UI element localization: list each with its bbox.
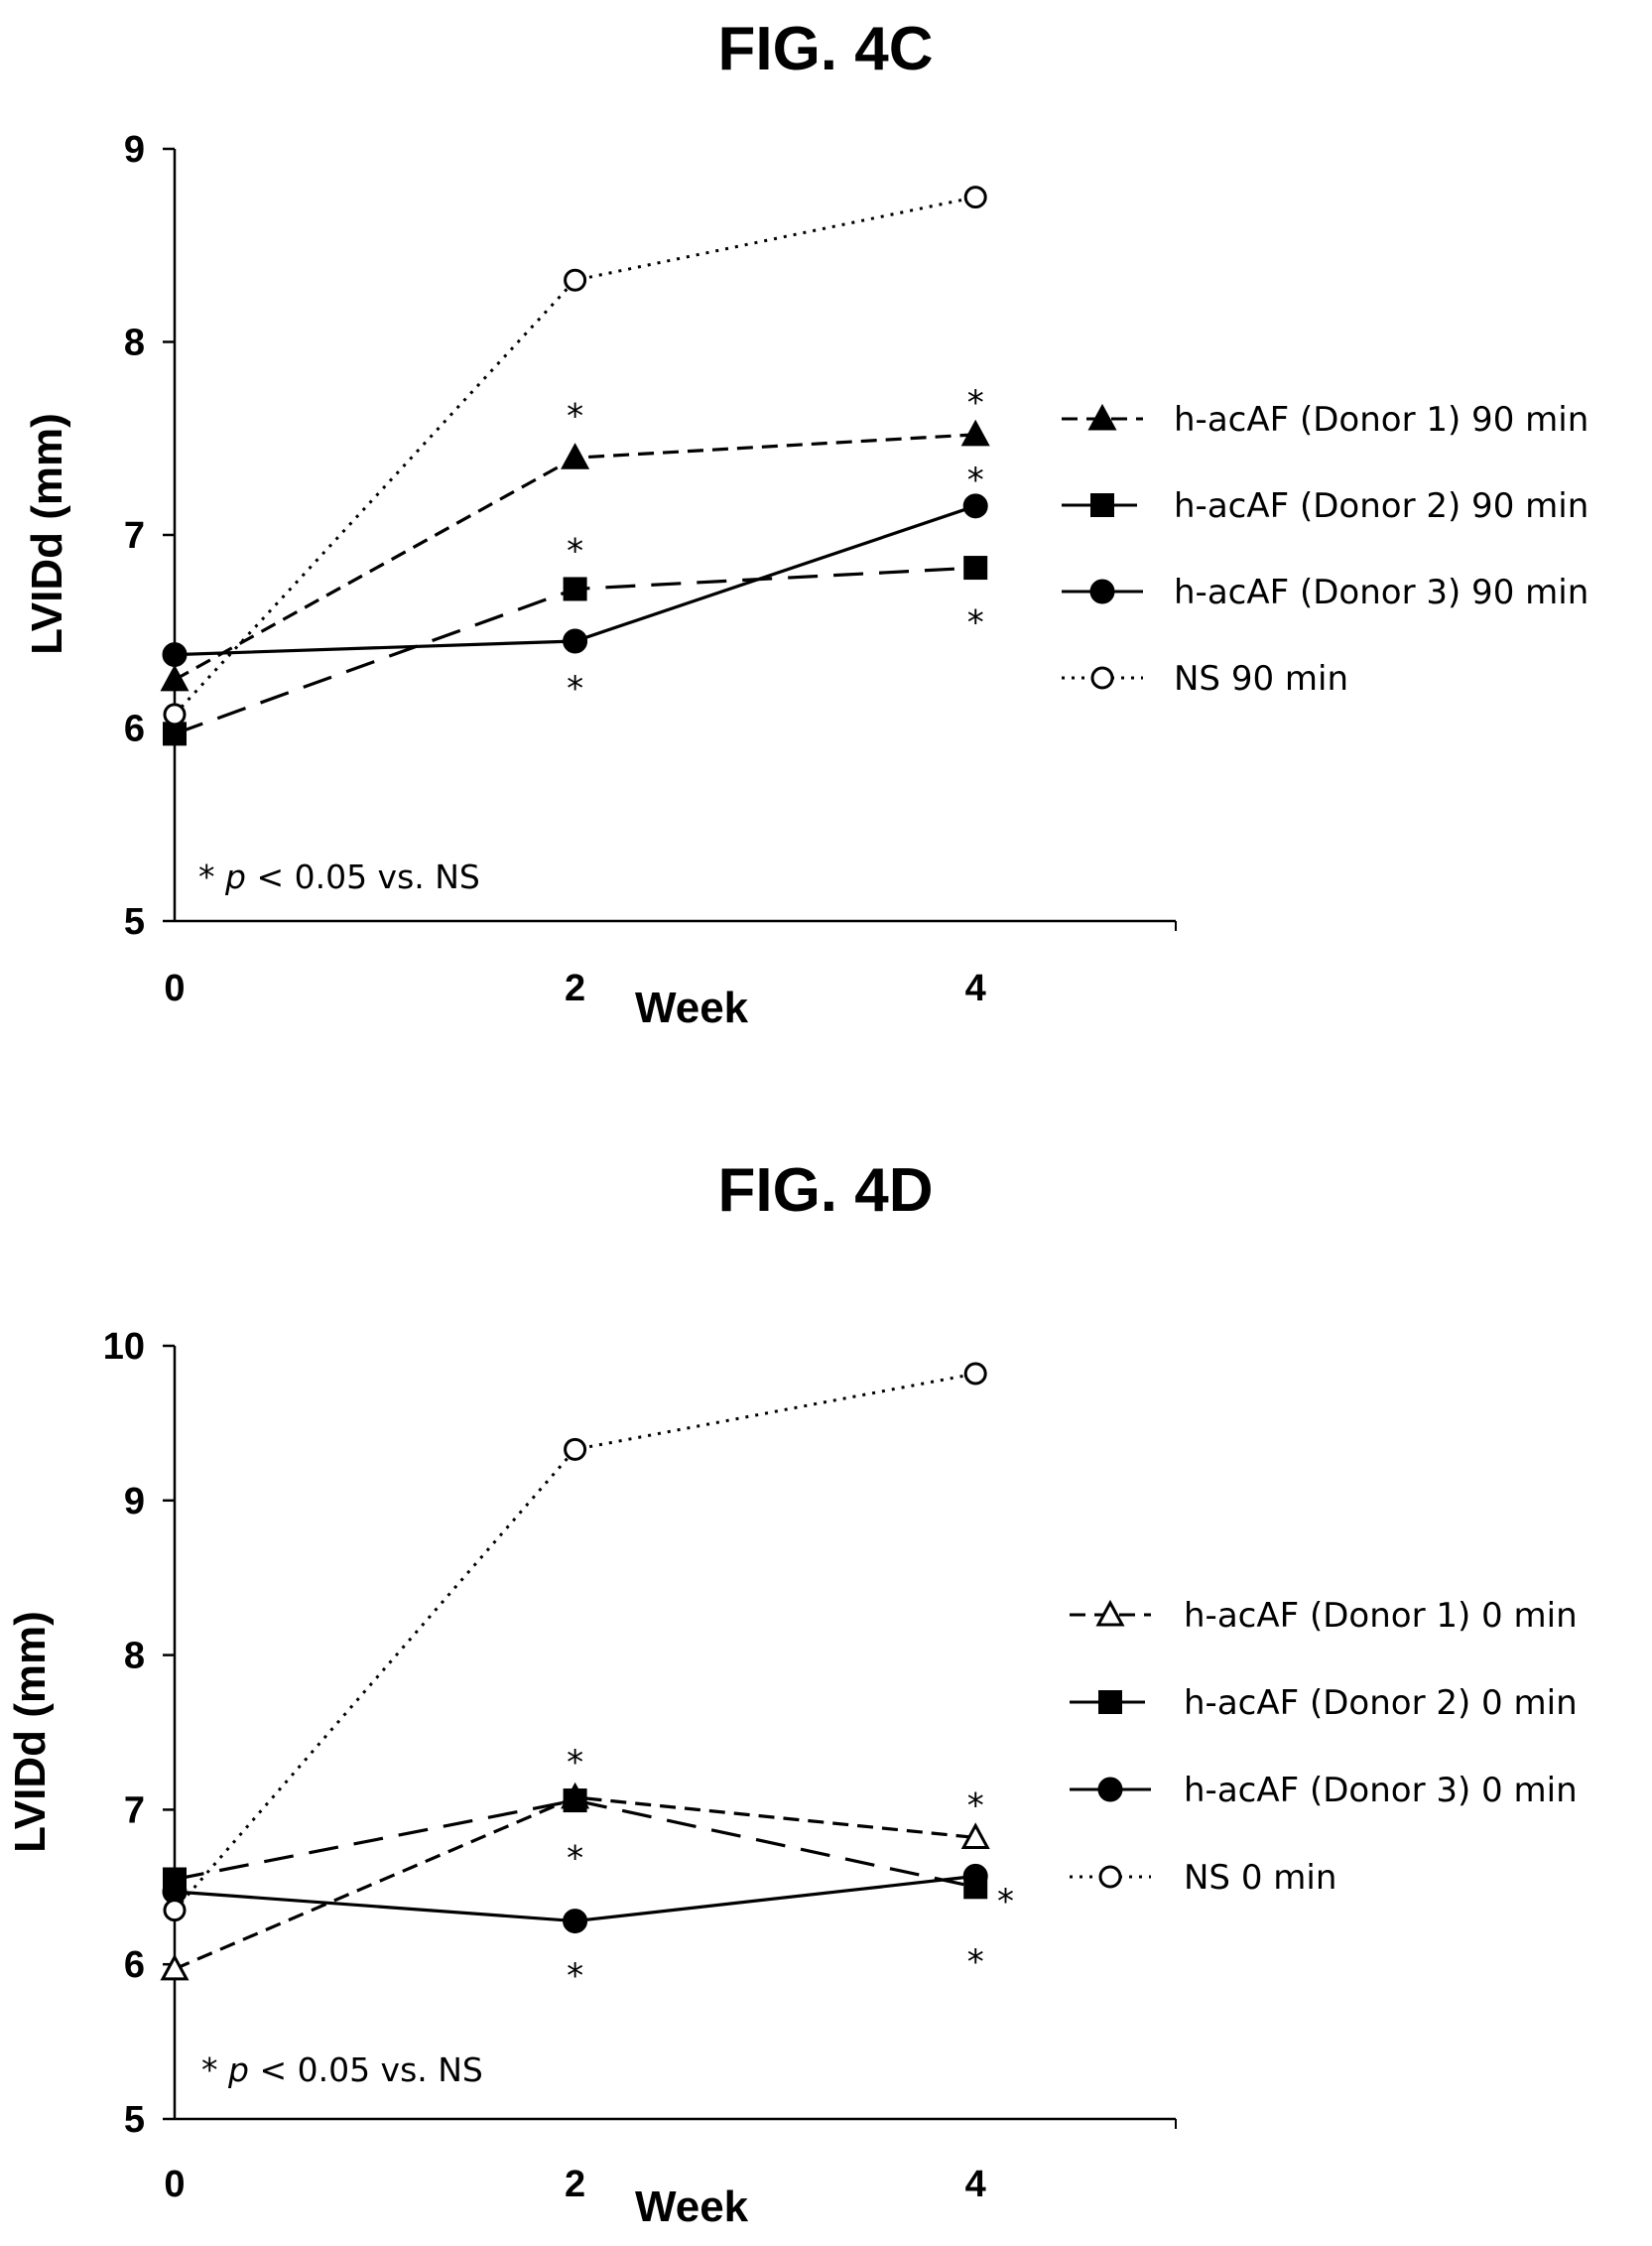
significance-star: * [997, 1882, 1014, 1921]
significance-star: * [967, 383, 984, 423]
legend-marker [1095, 1599, 1125, 1627]
data-point-h-acaf-donor-3-0-min [962, 1863, 988, 1889]
data-point-h-acaf-donor-3-90-min [162, 642, 188, 668]
note-suffix: < 0.05 vs. NS [249, 2050, 483, 2089]
data-point-h-acaf-donor-2-90-min [563, 577, 587, 601]
x-tick-label: 0 [164, 2164, 185, 2205]
y-tick-label: 8 [124, 323, 145, 364]
legend-marker [1087, 403, 1117, 431]
x-tick-label: 2 [565, 2164, 585, 2205]
data-point-h-acaf-donor-1-0-min [960, 1822, 990, 1849]
legend-entry-h-acaf-donor-1-90-min: h-acAF (Donor 1) 90 min [1062, 400, 1588, 440]
data-point-h-acaf-donor-1-0-min [160, 1953, 190, 1981]
x-tick-label: 2 [565, 968, 585, 1009]
significance-star: * [967, 603, 984, 643]
data-point-h-acaf-donor-2-90-min [963, 556, 988, 581]
series-line-h-acaf-donor-1-0-min [174, 1795, 976, 1971]
legend-label: h-acAF (Donor 1) 90 min [1174, 400, 1588, 440]
y-axis-label: LVIDd (mm) [23, 413, 71, 655]
chart-fig-4d: FIG. 4D 5 6 7 8 9 10 0 2 4 Week LVIDd (mm) * * * * * * h-a… [6, 1156, 1578, 2231]
significance-star: * [567, 1838, 583, 1878]
legend-marker [1098, 1690, 1122, 1714]
significance-star: * [567, 1743, 583, 1783]
legend-marker [1097, 1777, 1123, 1802]
data-point-h-acaf-donor-3-90-min [962, 493, 988, 519]
y-tick-label: 6 [124, 1944, 145, 1986]
chart-fig-4c: FIG. 4C 5 6 7 8 9 0 2 4 Week LVIDd (mm) * * * * * * h-acA… [23, 15, 1588, 1032]
data-point-h-acaf-donor-3-90-min [563, 628, 588, 654]
significance-star: * [967, 1785, 984, 1825]
significance-star: * [567, 532, 583, 572]
data-point-ns-90-min [963, 186, 987, 209]
x-axis-label: Week [635, 984, 749, 1032]
legend-marker [1098, 1865, 1122, 1889]
y-tick-label: 9 [124, 129, 145, 171]
data-point-h-acaf-donor-3-0-min [563, 1909, 588, 1934]
data-point-h-acaf-donor-1-90-min [960, 419, 990, 447]
legend-label: h-acAF (Donor 3) 90 min [1174, 573, 1588, 612]
legend-entry-ns-90-min: NS 90 min [1062, 659, 1348, 699]
y-tick-label: 5 [124, 2099, 145, 2141]
significance-star: * [967, 1942, 984, 1982]
legend-label: NS 0 min [1184, 1858, 1336, 1898]
legend-label: h-acAF (Donor 1) 0 min [1184, 1596, 1578, 1636]
y-axis-label: LVIDd (mm) [6, 1611, 55, 1853]
x-tick-label: 0 [164, 968, 185, 1009]
legend-entry-h-acaf-donor-2-0-min: h-acAF (Donor 2) 0 min [1070, 1683, 1578, 1723]
data-point-ns-0-min [163, 1899, 187, 1922]
data-point-h-acaf-donor-1-90-min [160, 664, 190, 692]
data-point-ns-90-min [564, 268, 587, 292]
legend-label: NS 90 min [1174, 659, 1348, 699]
significance-star: * [567, 1956, 583, 1996]
series-line-ns-90-min [173, 196, 976, 716]
y-tick-label: 10 [103, 1326, 145, 1368]
y-tick-label: 9 [124, 1481, 145, 1522]
legend-entry-h-acaf-donor-3-0-min: h-acAF (Donor 3) 0 min [1070, 1771, 1578, 1810]
legend-label: h-acAF (Donor 3) 0 min [1184, 1771, 1578, 1810]
data-point-h-acaf-donor-2-90-min [163, 722, 187, 746]
legend-marker [1089, 579, 1115, 604]
legend-entry-h-acaf-donor-2-90-min: h-acAF (Donor 2) 90 min [1062, 486, 1588, 526]
note-suffix: < 0.05 vs. NS [246, 858, 480, 896]
significance-star: * [567, 397, 583, 437]
chart-title: FIG. 4C [717, 15, 933, 83]
y-tick-label: 8 [124, 1636, 145, 1677]
data-point-ns-0-min [963, 1362, 987, 1386]
x-axis-label: Week [635, 2182, 749, 2231]
significance-note: * p < 0.05 vs. NS [201, 2050, 483, 2089]
legend-entry-h-acaf-donor-1-0-min: h-acAF (Donor 1) 0 min [1070, 1596, 1578, 1636]
legend-entry-h-acaf-donor-3-90-min: h-acAF (Donor 3) 90 min [1062, 573, 1588, 612]
note-prefix: * [198, 858, 225, 896]
significance-star: * [967, 461, 984, 500]
data-point-h-acaf-donor-2-0-min [563, 1788, 587, 1813]
x-tick-label: 4 [965, 2164, 986, 2205]
chart-title: FIG. 4D [717, 1156, 933, 1225]
y-tick-label: 6 [124, 709, 145, 750]
note-prefix: * [201, 2050, 228, 2089]
legend-marker [1090, 493, 1114, 517]
legend-entry-ns-0-min: NS 0 min [1070, 1858, 1336, 1898]
data-point-ns-0-min [564, 1437, 587, 1461]
data-point-h-acaf-donor-1-90-min [561, 443, 590, 469]
y-tick-label: 5 [124, 901, 145, 943]
data-point-ns-90-min [163, 703, 187, 727]
legend-label: h-acAF (Donor 2) 90 min [1174, 486, 1588, 526]
y-tick-label: 7 [124, 515, 145, 557]
significance-star: * [567, 669, 583, 709]
legend-label: h-acAF (Donor 2) 0 min [1184, 1683, 1578, 1723]
x-tick-label: 4 [965, 968, 986, 1009]
note-p: p [227, 2050, 249, 2089]
y-tick-label: 7 [124, 1789, 145, 1831]
legend-marker [1090, 666, 1114, 690]
note-p: p [224, 858, 246, 896]
significance-note: * p < 0.05 vs. NS [198, 858, 480, 896]
